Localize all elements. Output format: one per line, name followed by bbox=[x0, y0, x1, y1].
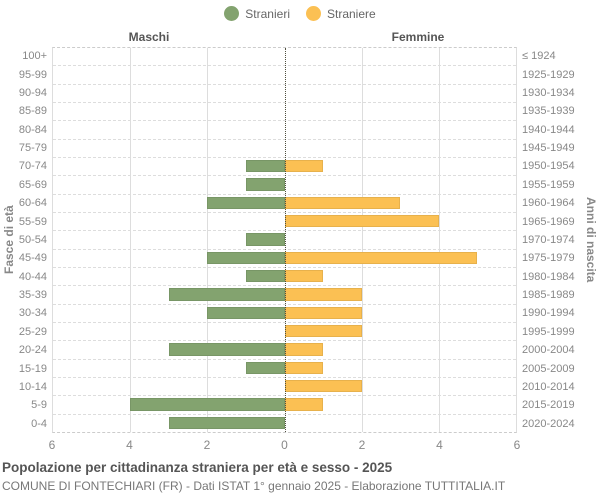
birth-year-label: 2010-2014 bbox=[522, 380, 575, 393]
female-bar bbox=[284, 324, 362, 338]
stranieri-legend-label: Stranieri bbox=[245, 6, 290, 21]
birth-year-label: 1960-1964 bbox=[522, 197, 575, 210]
male-bar bbox=[207, 196, 285, 209]
birth-year-label: 1970-1974 bbox=[522, 233, 575, 246]
chart-title: Popolazione per cittadinanza straniera p… bbox=[2, 460, 393, 475]
pyramid-row bbox=[53, 415, 516, 432]
age-group-label: 65-69 bbox=[18, 178, 47, 191]
straniere-swatch-icon bbox=[305, 6, 321, 21]
male-bar bbox=[207, 306, 285, 319]
birth-year-label: 1930-1934 bbox=[522, 86, 575, 99]
birth-year-label: 1945-1949 bbox=[522, 142, 575, 155]
birth-year-label: 2015-2019 bbox=[522, 399, 575, 412]
stranieri-swatch-icon bbox=[224, 6, 240, 21]
male-bar bbox=[245, 178, 285, 191]
x-axis-ticks: 6 4 2 0 2 4 6 bbox=[48, 438, 521, 452]
male-bar bbox=[130, 398, 285, 411]
vertical-gridline bbox=[361, 48, 363, 432]
age-group-label: 15-19 bbox=[18, 362, 47, 375]
vertical-gridline bbox=[130, 48, 132, 432]
age-group-label: 90-94 bbox=[18, 86, 47, 99]
male-bar bbox=[207, 251, 285, 264]
maschi-header: Maschi bbox=[128, 30, 170, 44]
age-group-label: 30-34 bbox=[18, 307, 47, 320]
age-group-label: 45-49 bbox=[18, 252, 47, 265]
male-bar bbox=[245, 159, 285, 173]
female-bar bbox=[284, 269, 324, 283]
birth-year-label: 1950-1954 bbox=[522, 160, 575, 173]
age-group-label: 75-79 bbox=[18, 142, 47, 155]
female-bar bbox=[284, 361, 324, 374]
plot-area bbox=[52, 47, 517, 433]
x-tick-label: 0 bbox=[281, 438, 288, 452]
legend-item-straniere: Straniere bbox=[305, 6, 376, 21]
female-bar bbox=[284, 288, 362, 301]
age-group-label: 35-39 bbox=[18, 289, 47, 302]
male-bar bbox=[245, 361, 285, 374]
age-group-label: 55-59 bbox=[18, 215, 47, 228]
chart-subtitle: COMUNE DI FONTECHIARI (FR) - Dati ISTAT … bbox=[2, 479, 506, 493]
female-bar bbox=[284, 398, 324, 411]
male-bar bbox=[168, 416, 285, 429]
age-group-label: 95-99 bbox=[18, 68, 47, 81]
birth-year-label: 1985-1989 bbox=[522, 289, 575, 302]
female-bar bbox=[284, 343, 324, 356]
birth-year-label: ≤ 1924 bbox=[522, 50, 556, 63]
birth-year-label: 1925-1929 bbox=[522, 68, 575, 81]
birth-year-label: 2000-2004 bbox=[522, 344, 575, 357]
x-tick-label: 2 bbox=[203, 438, 211, 452]
age-group-label: 50-54 bbox=[18, 233, 47, 246]
zero-axis-line bbox=[284, 48, 286, 432]
age-group-labels: 100+ 95-99 90-94 85-89 80-84 75-79 70-74 65-69 6… bbox=[0, 47, 47, 433]
age-group-label: 20-24 bbox=[18, 344, 47, 357]
age-group-label: 40-44 bbox=[18, 270, 47, 283]
birth-year-label: 1940-1944 bbox=[522, 123, 575, 136]
chart-legend: Stranieri Straniere bbox=[0, 6, 600, 21]
age-group-label: 60-64 bbox=[18, 197, 47, 210]
birth-year-label: 1990-1994 bbox=[522, 307, 575, 320]
age-group-label: 10-14 bbox=[18, 380, 47, 393]
right-axis-title: Anni di nascita bbox=[584, 197, 598, 283]
female-bar bbox=[284, 251, 478, 264]
birth-year-label: 1980-1984 bbox=[522, 270, 575, 283]
birth-year-label: 2005-2009 bbox=[522, 362, 575, 375]
female-bar bbox=[284, 379, 362, 393]
x-tick-label: 6 bbox=[48, 438, 56, 452]
legend-item-stranieri: Stranieri bbox=[224, 6, 290, 21]
vertical-gridline bbox=[438, 48, 440, 432]
female-bar bbox=[284, 196, 401, 209]
age-group-label: 100+ bbox=[22, 50, 47, 63]
x-tick-label: 4 bbox=[436, 438, 443, 452]
x-tick-label: 4 bbox=[126, 438, 133, 452]
female-bar bbox=[284, 159, 324, 173]
birth-year-label: 1955-1959 bbox=[522, 178, 575, 191]
birth-year-label: 1965-1969 bbox=[522, 215, 575, 228]
age-group-label: 70-74 bbox=[18, 160, 47, 173]
birth-year-label: 1975-1979 bbox=[522, 252, 575, 265]
birth-year-label: 2020-2024 bbox=[522, 417, 575, 430]
birth-year-labels: ≤ 1924 1925-1929 1930-1934 1935-1939 1940-19… bbox=[522, 47, 596, 433]
female-bar bbox=[284, 214, 439, 228]
femmine-header: Femmine bbox=[391, 30, 445, 44]
birth-year-label: 1995-1999 bbox=[522, 325, 575, 338]
female-bar bbox=[284, 306, 362, 319]
pyramid-row bbox=[53, 341, 516, 360]
male-bar bbox=[168, 288, 285, 301]
age-group-label: 85-89 bbox=[18, 105, 47, 118]
male-bar bbox=[245, 269, 285, 283]
age-group-label: 5-9 bbox=[31, 399, 47, 412]
chart-footer: Popolazione per cittadinanza straniera p… bbox=[2, 460, 598, 493]
x-tick-label: 6 bbox=[513, 438, 521, 452]
age-group-label: 0-4 bbox=[31, 417, 47, 430]
vertical-gridline bbox=[207, 48, 209, 432]
straniere-legend-label: Straniere bbox=[326, 6, 376, 21]
male-bar bbox=[245, 233, 285, 246]
x-tick-label: 2 bbox=[358, 438, 366, 452]
birth-year-label: 1935-1939 bbox=[522, 105, 575, 118]
age-group-label: 25-29 bbox=[18, 325, 47, 338]
male-bar bbox=[168, 343, 285, 356]
age-group-label: 80-84 bbox=[18, 123, 47, 136]
